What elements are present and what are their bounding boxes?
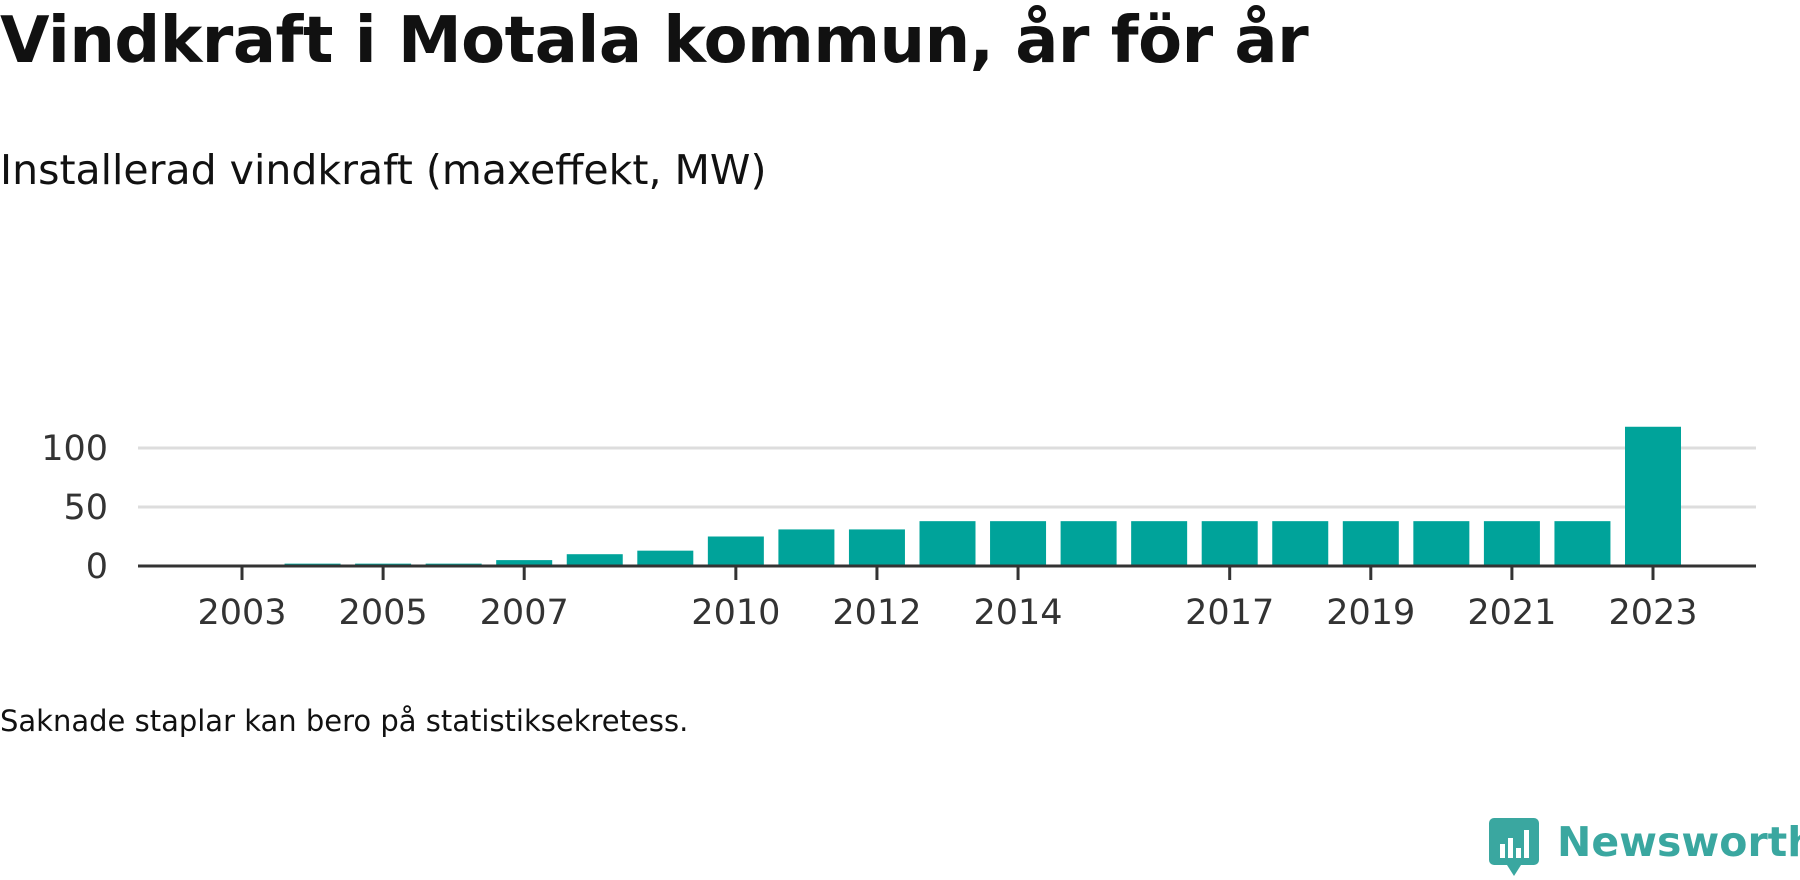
bar-chart: 2003 2005 2007 2010 2012 2014 2017 2019 2021 2023…	[41, 426, 1756, 633]
bar-2011	[778, 529, 835, 566]
x-tick-label: 2012	[832, 593, 921, 633]
y-tick-label: 50	[63, 488, 108, 528]
bar-2014	[990, 521, 1047, 566]
x-tick-label: 2017	[1185, 593, 1274, 633]
brand-name: Newsworthy	[1557, 818, 1800, 866]
x-axis: 2003 2005 2007 2010 2012 2014 2017 2019 2021 2023	[138, 564, 1756, 633]
bar-2021	[1483, 521, 1540, 566]
y-tick-label: 0	[86, 547, 108, 587]
x-tick-label: 2014	[974, 593, 1063, 633]
bar-2017	[1201, 521, 1258, 566]
x-tick-label: 2019	[1326, 593, 1415, 633]
bar-2007	[496, 560, 553, 566]
x-tick-label: 2005	[339, 593, 428, 633]
y-axis-labels: 0 50 100	[41, 429, 108, 587]
bar-2009	[637, 550, 694, 566]
bar-2018	[1272, 521, 1329, 566]
chart-subtitle: Installerad vindkraft (maxeffekt, MW)	[0, 146, 767, 194]
bar-2013	[919, 521, 976, 566]
bar-2022	[1554, 521, 1611, 566]
bar-2008	[566, 554, 623, 566]
chart-title: Vindkraft i Motala kommun, år för år	[0, 4, 1309, 78]
footnote: Saknade staplar kan bero på statistiksek…	[0, 704, 689, 738]
bar-2016	[1131, 521, 1188, 566]
bar-2023	[1625, 426, 1681, 566]
x-tick-label: 2010	[691, 593, 780, 633]
gridlines	[138, 446, 1756, 509]
y-tick-label: 100	[41, 429, 108, 469]
bar-2019	[1342, 521, 1399, 566]
bars	[284, 426, 1681, 566]
newsworthy-logo-icon	[1489, 818, 1539, 876]
bar-2015	[1060, 521, 1117, 566]
bar-2020	[1413, 521, 1470, 566]
x-tick-label: 2007	[480, 593, 569, 633]
bar-2012	[848, 529, 905, 566]
x-tick-label: 2023	[1608, 593, 1697, 633]
bar-2010	[707, 536, 764, 566]
x-tick-label: 2021	[1467, 593, 1556, 633]
x-tick-label: 2003	[197, 593, 286, 633]
